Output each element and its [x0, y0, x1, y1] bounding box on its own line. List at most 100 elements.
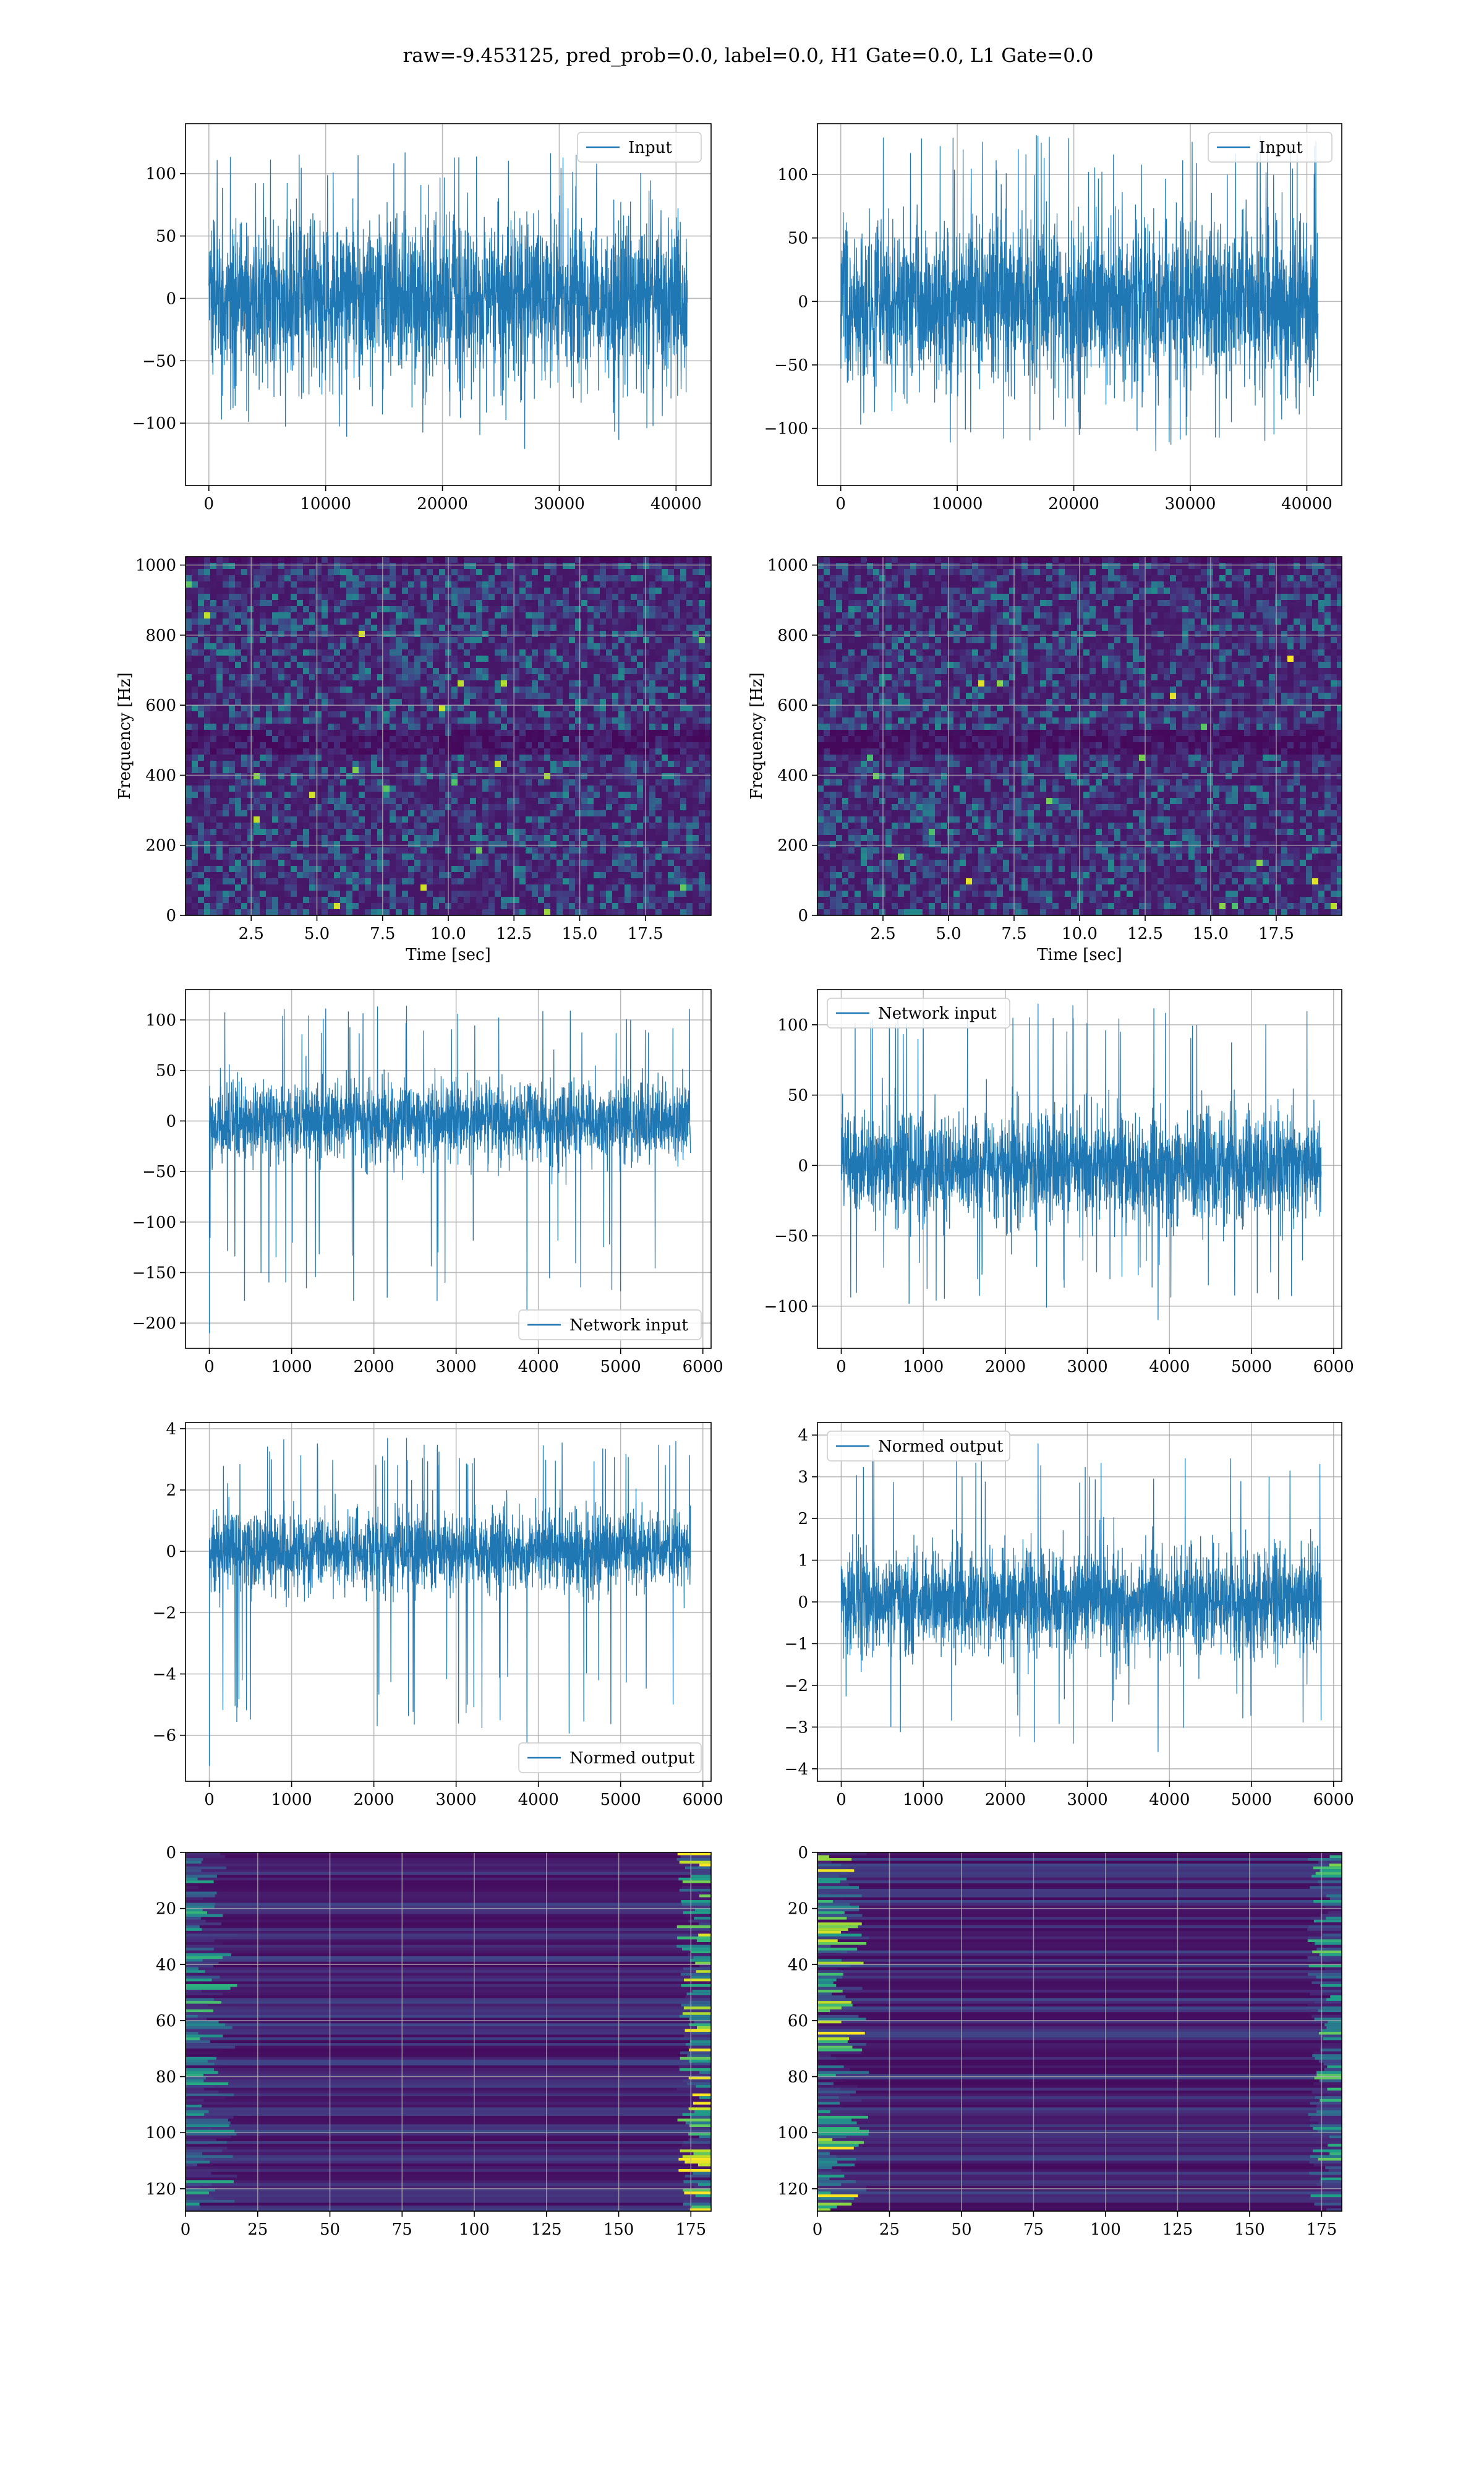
heatmap-cell [334, 829, 341, 836]
heatmap-cell [278, 662, 285, 669]
heatmap-cell [587, 717, 594, 724]
heatmap-cell [346, 668, 353, 675]
heatmap-cell [686, 810, 693, 817]
heatmap-cell [216, 841, 223, 848]
heatmap-cell [439, 674, 446, 681]
heatmap-cell [699, 767, 706, 774]
heatmap-cell [266, 680, 273, 687]
heatmap-cell [414, 656, 421, 662]
heatmap-cell [612, 588, 619, 594]
heatmap-cell [495, 742, 501, 749]
heatmap-cell [705, 897, 711, 904]
heatmap-cell [402, 810, 409, 817]
heatmap-cell [569, 606, 576, 613]
heatmap-cell [266, 699, 273, 706]
heatmap-cell [328, 680, 335, 687]
heatmap-cell [476, 643, 483, 650]
heatmap-cell [235, 847, 242, 854]
heatmap-cell [371, 594, 378, 601]
heatmap-cell [309, 575, 316, 582]
heatmap-cell [420, 748, 427, 755]
heatmap-cell [315, 785, 322, 792]
heatmap-cell [680, 854, 687, 860]
heatmap-cell [266, 891, 273, 897]
heatmap-cell [668, 656, 675, 662]
heatmap-cell [427, 872, 433, 879]
heatmap-cell [291, 761, 297, 768]
heatmap-cell [668, 705, 675, 712]
heatmap-cell [668, 878, 675, 885]
heatmap-cell [340, 575, 347, 582]
heatmap-cell [439, 656, 446, 662]
heatmap-cell [649, 742, 656, 749]
x-tick-label: 20000 [1048, 495, 1099, 513]
heatmap-cell [371, 557, 378, 563]
heatmap-cell [600, 755, 607, 761]
heatmap-cell [451, 909, 458, 915]
heatmap-cell [278, 897, 285, 904]
heatmap-cell [600, 588, 607, 594]
heatmap-cell [390, 600, 396, 607]
heatmap-cell [674, 872, 681, 879]
heatmap-cell [538, 878, 545, 885]
heatmap-cell [260, 829, 267, 836]
heatmap-cell [544, 854, 551, 860]
heatmap-cell [655, 804, 662, 811]
heatmap-cell [464, 755, 471, 761]
heatmap-cell [488, 792, 495, 798]
heatmap-cell [532, 773, 539, 780]
heatmap-cell [402, 625, 409, 631]
heatmap-cell [254, 687, 260, 693]
heatmap-cell [383, 588, 390, 594]
heatmap-cell [612, 823, 619, 829]
heatmap-cell [526, 680, 532, 687]
heatmap-cell [377, 656, 384, 662]
heatmap-cell [526, 563, 532, 570]
heatmap-cell [359, 600, 365, 607]
heatmap-cell [210, 761, 217, 768]
heatmap-cell [229, 755, 236, 761]
heatmap-cell [662, 668, 668, 675]
heatmap-cell [513, 649, 520, 656]
heatmap-cell [359, 625, 365, 631]
heatmap-cell [693, 581, 699, 588]
heatmap-cell [519, 557, 526, 563]
heatmap-cell [569, 829, 576, 836]
heatmap-cell [315, 835, 322, 842]
heatmap-cell [322, 897, 328, 904]
heatmap-cell [260, 557, 267, 563]
heatmap-cell [693, 773, 699, 780]
heatmap-cell [340, 847, 347, 854]
heatmap-cell [297, 736, 304, 743]
heatmap-cell [278, 575, 285, 582]
heatmap-cell [216, 810, 223, 817]
heatmap-cell [186, 649, 192, 656]
heatmap-cell [686, 897, 693, 904]
heatmap-cell [439, 816, 446, 823]
heatmap-cell [519, 785, 526, 792]
heatmap-cell [303, 742, 310, 749]
heatmap-cell [693, 829, 699, 836]
heatmap-cell [309, 755, 316, 761]
heatmap-cell [204, 854, 211, 860]
heatmap-cell [693, 594, 699, 601]
heatmap-cell [297, 600, 304, 607]
heatmap-cell [538, 847, 545, 854]
heatmap-cell [297, 705, 304, 712]
heatmap-cell [550, 575, 557, 582]
heatmap-cell [247, 810, 254, 817]
heatmap-cell [235, 761, 242, 768]
heatmap-cell [674, 767, 681, 774]
heatmap-cell [229, 835, 236, 842]
heatmap-cell [451, 897, 458, 904]
heatmap-cell [390, 860, 396, 867]
heatmap-cell [705, 699, 711, 706]
heatmap-cell [587, 884, 594, 891]
heatmap-cell [544, 785, 551, 792]
x-tick-label: 40000 [1281, 495, 1333, 513]
heatmap-cell [587, 649, 594, 656]
heatmap-cell [581, 637, 588, 644]
heatmap-cell [501, 903, 508, 910]
heatmap-cell [266, 581, 273, 588]
heatmap-cell [272, 637, 279, 644]
